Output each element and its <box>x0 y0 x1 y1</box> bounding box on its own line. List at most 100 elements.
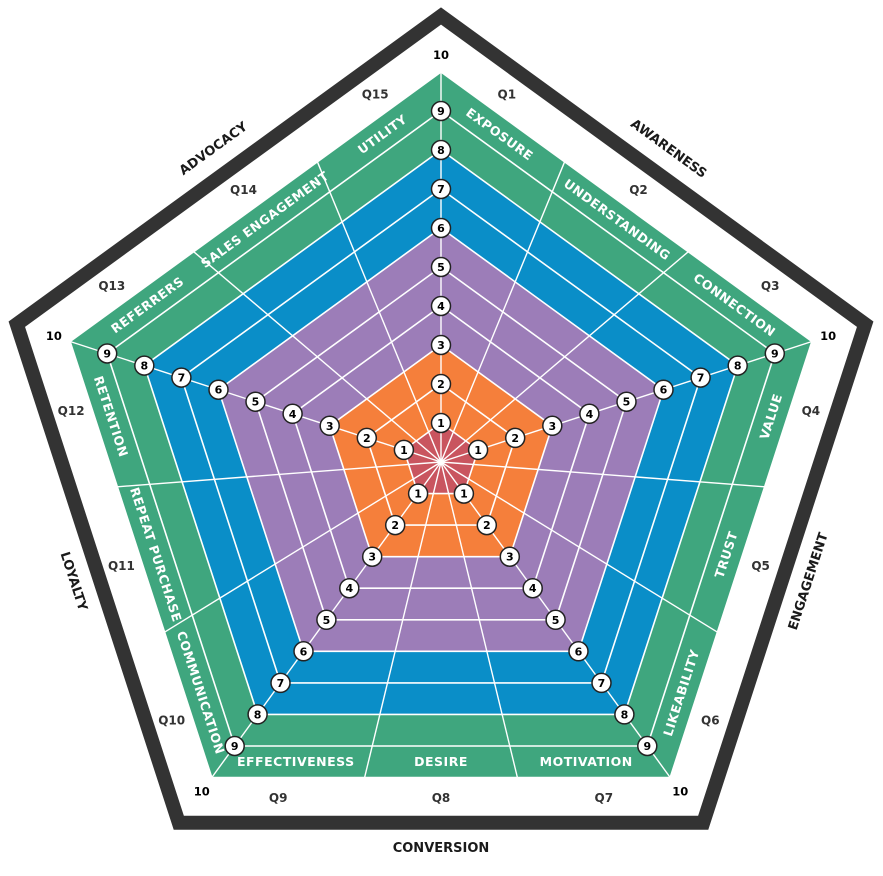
question-id-q15: Q15 <box>362 88 389 102</box>
tick-badge: 5 <box>245 391 266 412</box>
question-id-q4: Q4 <box>802 404 821 418</box>
question-id-q12: Q12 <box>58 404 85 418</box>
tick-circle <box>467 439 489 461</box>
tick-badge: 7 <box>690 367 711 388</box>
tick-circle <box>614 704 635 725</box>
tick-badge: 5 <box>616 391 637 412</box>
tick-circle <box>616 391 637 412</box>
tick-label: 5 <box>323 614 331 627</box>
question-id-q3: Q3 <box>761 279 780 293</box>
tick-label: 7 <box>437 183 445 196</box>
tick-circle <box>208 379 229 400</box>
scale-max-label: 10 <box>433 48 449 62</box>
tick-label: 2 <box>363 432 371 445</box>
tick-badge: 6 <box>568 641 589 662</box>
tick-label: 3 <box>437 339 445 352</box>
scale-max-label: 10 <box>820 329 836 343</box>
spoke-11 <box>164 461 442 633</box>
tick-badge: 7 <box>591 672 612 694</box>
tick-circle <box>356 427 378 449</box>
tick-label: 9 <box>231 740 239 753</box>
tick-label: 6 <box>575 645 583 658</box>
tick-badge: 8 <box>614 704 635 725</box>
tick-label: 8 <box>437 144 445 157</box>
tick-badge: 1 <box>430 412 452 434</box>
spoke-12 <box>117 461 442 488</box>
tick-circle <box>361 546 383 567</box>
tick-label: 6 <box>300 645 308 658</box>
tick-label: 1 <box>460 488 468 501</box>
scale-ticks: 1 2 3 4 5 6 7 8 9 10 1 2 3 4 5 6 7 8 9 10 1 2 3 4 5 6 7 8 9 10 1 2 3 4 5 6 7… <box>46 48 836 798</box>
tick-label: 1 <box>414 488 422 501</box>
tick-circle <box>339 577 360 599</box>
tick-circle <box>171 367 192 388</box>
tick-label: 5 <box>623 396 631 409</box>
tick-label: 9 <box>437 105 445 118</box>
tick-label: 5 <box>552 614 560 627</box>
tick-label: 8 <box>734 360 742 373</box>
tick-badge: 1 <box>453 483 475 504</box>
tick-badge: 7 <box>430 178 452 200</box>
tick-label: 7 <box>178 372 186 385</box>
tick-circle <box>637 735 658 757</box>
tick-circle <box>245 391 266 412</box>
tick-circle <box>134 355 155 376</box>
tick-label: 9 <box>103 348 111 361</box>
tick-label: 7 <box>598 677 606 690</box>
spoke-9 <box>363 461 442 778</box>
tick-circle <box>282 403 303 425</box>
tick-circle <box>319 415 340 437</box>
tick-circle <box>430 256 452 278</box>
tick-circle <box>453 483 475 504</box>
tick-circle <box>499 546 521 567</box>
tick-label: 4 <box>586 408 594 421</box>
stage-label-loyalty: LOYALTY <box>57 550 90 613</box>
tick-label: 1 <box>437 417 445 430</box>
tick-badge: 2 <box>356 427 378 449</box>
tick-circle <box>568 641 589 662</box>
tick-circle <box>96 343 118 364</box>
tick-badge: 3 <box>542 415 563 437</box>
tick-label: 1 <box>400 444 408 457</box>
spoke-6 <box>440 461 718 633</box>
tick-label: 4 <box>529 582 537 595</box>
tick-badge: 4 <box>579 403 600 425</box>
tick-label: 6 <box>660 384 668 397</box>
tick-badge: 3 <box>430 334 452 356</box>
tick-circle <box>270 672 291 694</box>
tick-badge: 8 <box>134 355 155 376</box>
question-id-q5: Q5 <box>751 559 770 573</box>
spoke-8 <box>440 461 519 778</box>
stage-label-conversion: CONVERSION <box>393 841 490 856</box>
scale-max-label: 10 <box>672 784 688 798</box>
question-id-q13: Q13 <box>98 279 125 293</box>
tick-badge: 1 <box>467 439 489 461</box>
metric-label-q9: EFFECTIVENESS <box>237 754 355 769</box>
tick-circle <box>653 379 674 400</box>
tick-label: 3 <box>548 420 556 433</box>
tick-badge: 9 <box>224 735 245 757</box>
spoke-14 <box>193 251 442 463</box>
spoke-2 <box>440 161 566 463</box>
tick-badge: 8 <box>430 139 452 161</box>
question-id-q9: Q9 <box>269 791 288 805</box>
tick-circle <box>430 334 452 356</box>
tick-badge: 8 <box>247 704 268 725</box>
tick-circle <box>430 100 452 122</box>
tick-circle <box>545 609 566 631</box>
tick-circle <box>579 403 600 425</box>
tick-circle <box>591 672 612 694</box>
spoke-5 <box>440 461 765 488</box>
tick-label: 8 <box>254 708 262 721</box>
tick-label: 9 <box>643 740 651 753</box>
tick-badge: 5 <box>545 609 566 631</box>
tick-badge: 9 <box>637 735 658 757</box>
tick-badge: 4 <box>522 577 543 599</box>
tick-badge: 5 <box>430 256 452 278</box>
tick-badge: 6 <box>293 641 314 662</box>
question-id-q8: Q8 <box>432 791 451 805</box>
tick-label: 2 <box>483 519 491 532</box>
tick-label: 8 <box>621 708 629 721</box>
